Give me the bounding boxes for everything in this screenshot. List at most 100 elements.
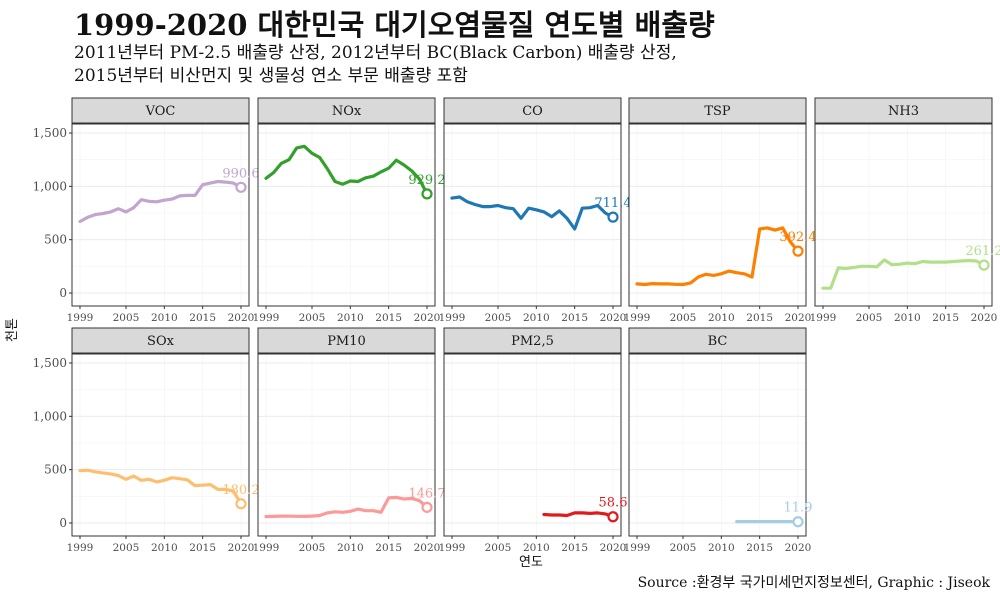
chart-caption: Source :환경부 국가미세먼지정보센터, Graphic : Jiseok xyxy=(637,575,990,591)
x-tick-label: 2015 xyxy=(746,312,773,324)
endpoint-marker-pm10 xyxy=(421,501,433,513)
panel-background-bc xyxy=(629,354,806,536)
series-line-tsp xyxy=(635,226,800,287)
x-tick-label: 1999 xyxy=(624,312,651,324)
x-tick-label: 2010 xyxy=(894,312,921,324)
x-tick-label: 2005 xyxy=(670,542,697,554)
x-tick-label: 1999 xyxy=(67,312,94,324)
x-tick-label: 2020 xyxy=(228,312,255,324)
x-tick-label: 2020 xyxy=(785,312,812,324)
subtitle-line-2: 2015년부터 비산먼지 및 생물성 연소 부문 배출량 포함 xyxy=(74,66,468,86)
strip-voc xyxy=(71,97,250,124)
panel-border-tsp xyxy=(628,123,807,307)
strip-nox xyxy=(257,97,436,124)
x-tick-label: 2010 xyxy=(337,312,364,324)
x-tick-label: 2010 xyxy=(523,312,550,324)
x-tick-label: 1999 xyxy=(253,312,280,324)
strip-label-pm10: PM10 xyxy=(327,334,366,349)
panel-border-bc xyxy=(628,353,807,537)
series-line-voc xyxy=(78,179,243,224)
x-tick-label: 2005 xyxy=(670,312,697,324)
x-tick-label: 1999 xyxy=(67,542,94,554)
panel-border-pm2-5 xyxy=(443,353,622,537)
strip-label-tsp: TSP xyxy=(704,104,731,119)
value-label-co: 711.4 xyxy=(594,196,631,211)
subtitle-line-1: 2011년부터 PM-2.5 배출량 산정, 2012년부터 BC(Black … xyxy=(74,43,677,63)
y-tick-label: 1,000 xyxy=(33,409,67,423)
x-tick-label: 2015 xyxy=(561,312,588,324)
value-label-nh3: 261.2 xyxy=(965,244,1000,259)
x-tick-label: 2005 xyxy=(113,312,140,324)
y-tick-label: 0 xyxy=(59,516,67,530)
endpoint-marker-voc xyxy=(235,181,247,193)
value-label-pm2-5: 58.6 xyxy=(599,496,628,511)
endpoint-marker-sox xyxy=(235,498,247,510)
x-tick-label: 2020 xyxy=(600,312,627,324)
endpoint-marker-bc xyxy=(792,516,804,528)
strip-label-sox: SOx xyxy=(147,334,175,349)
y-tick-label: 1,000 xyxy=(33,179,67,193)
strip-label-bc: BC xyxy=(708,334,728,349)
x-tick-label: 2020 xyxy=(600,542,627,554)
panel-border-voc xyxy=(71,123,250,307)
panel-background-nox xyxy=(258,124,435,306)
series-line-pm2-5 xyxy=(542,511,615,519)
strip-label-nox: NOx xyxy=(332,104,362,119)
panel-border-co xyxy=(443,123,622,307)
series-line-sox xyxy=(78,468,243,506)
strip-label-pm2-5: PM2,5 xyxy=(511,334,554,349)
x-tick-label: 1999 xyxy=(439,542,466,554)
panel-background-co xyxy=(444,124,621,306)
x-axis-label: 연도 xyxy=(519,555,543,570)
panel-border-nox xyxy=(257,123,436,307)
x-tick-label: 1999 xyxy=(253,542,280,554)
value-label-pm10: 146.7 xyxy=(408,486,445,501)
x-tick-label: 2005 xyxy=(485,312,512,324)
x-tick-label: 2010 xyxy=(523,542,550,554)
x-tick-label: 2010 xyxy=(337,542,364,554)
endpoint-marker-pm2-5 xyxy=(607,511,619,523)
y-axis-label: 천톤 xyxy=(5,318,20,342)
y-tick-label: 500 xyxy=(44,463,67,477)
endpoint-marker-tsp xyxy=(792,245,804,257)
x-tick-label: 2005 xyxy=(113,542,140,554)
series-line-co xyxy=(450,195,615,231)
x-tick-label: 2015 xyxy=(375,542,402,554)
strip-co xyxy=(443,97,622,124)
x-tick-label: 2015 xyxy=(375,312,402,324)
x-tick-label: 2010 xyxy=(151,312,178,324)
y-tick-label: 0 xyxy=(59,286,67,300)
series-line-nh3 xyxy=(821,258,986,290)
strip-label-voc: VOC xyxy=(145,104,176,119)
x-tick-label: 2015 xyxy=(561,542,588,554)
chart-title: 1999-2020 대한민국 대기오염물질 연도별 배출량 xyxy=(74,8,715,42)
value-label-voc: 990.6 xyxy=(222,166,259,181)
value-label-bc: 11.9 xyxy=(784,501,813,516)
x-tick-label: 2020 xyxy=(971,312,998,324)
series-line-pm10 xyxy=(264,495,429,519)
x-tick-label: 1999 xyxy=(810,312,837,324)
y-tick-label: 500 xyxy=(44,233,67,247)
strip-label-co: CO xyxy=(522,104,543,119)
endpoint-marker-co xyxy=(607,211,619,223)
endpoint-marker-nox xyxy=(421,188,433,200)
x-tick-label: 2005 xyxy=(485,542,512,554)
x-tick-label: 2015 xyxy=(932,312,959,324)
value-label-sox: 180.2 xyxy=(222,483,259,498)
endpoint-marker-nh3 xyxy=(978,259,990,271)
x-tick-label: 2005 xyxy=(856,312,883,324)
strip-nh3 xyxy=(814,97,993,124)
x-tick-label: 2020 xyxy=(414,542,441,554)
panel-border-pm10 xyxy=(257,353,436,537)
x-tick-label: 2010 xyxy=(708,312,735,324)
value-label-nox: 929.2 xyxy=(408,173,445,188)
x-tick-label: 2010 xyxy=(151,542,178,554)
series-line-nox xyxy=(264,144,429,196)
x-tick-label: 2010 xyxy=(708,542,735,554)
x-tick-label: 1999 xyxy=(624,542,651,554)
panel-background-pm10 xyxy=(258,354,435,536)
strip-sox xyxy=(71,327,250,354)
panel-background-pm2-5 xyxy=(444,354,621,536)
panel-border-nh3 xyxy=(814,123,993,307)
